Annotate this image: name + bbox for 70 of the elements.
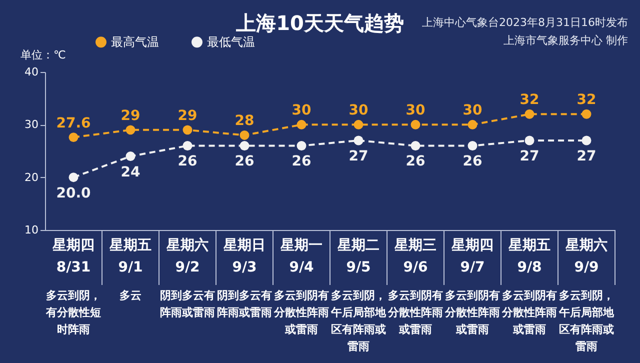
x-tick-label: 星期三 9/6 <box>394 238 436 276</box>
point <box>410 141 420 150</box>
data-label: 30 <box>348 102 368 119</box>
point <box>468 120 478 130</box>
point <box>524 136 534 146</box>
data-label: 32 <box>520 92 540 108</box>
x-tick-label: 星期二 9/5 <box>336 238 380 276</box>
point <box>126 152 136 161</box>
data-label: 28 <box>234 113 254 130</box>
text: 上海中心气象台2023年8月31日16时发布 <box>422 15 628 31</box>
data-label: 20.0 <box>56 185 92 202</box>
x-tick-label: 星期五 9/8 <box>508 238 550 276</box>
point <box>182 125 192 135</box>
point <box>582 136 592 146</box>
y-tick-label: 20 <box>24 170 38 184</box>
x-tick-label: 星期日 9/3 <box>222 238 266 276</box>
x-tick-label: 星期六 9/2 <box>166 236 208 276</box>
text: 多云到阴有分散性阵雨或雷雨 <box>387 289 443 336</box>
point <box>240 141 250 150</box>
chart-title: 上海10天天气趋势 <box>236 11 404 35</box>
point <box>354 120 364 130</box>
y-tick-label: 40 <box>24 66 38 78</box>
legend-label: 最高气温 <box>111 35 159 50</box>
point <box>240 130 250 140</box>
data-label: 24 <box>120 164 140 180</box>
text: 多云到阴，午后局部地区有阵雨或雷雨 <box>330 289 387 353</box>
point <box>68 172 78 182</box>
x-tick-label: 星期一 9/4 <box>280 238 322 276</box>
point <box>296 141 306 150</box>
text: 阴到多云有阵雨或雷雨 <box>217 289 272 319</box>
data-label: 26 <box>406 154 426 170</box>
text: 多云到阴，有分散性短时阵雨 <box>45 289 101 336</box>
y-tick-label: 10 <box>24 224 38 236</box>
data-label: 26 <box>234 154 254 170</box>
point <box>182 141 192 150</box>
data-label: 32 <box>576 92 596 108</box>
point <box>296 120 306 130</box>
point <box>582 109 592 119</box>
text: 上海市气象服务中心 制作 <box>502 33 628 49</box>
x-tick-label: 星期四 8/31 <box>52 238 94 276</box>
text: 阴到多云有阵雨或雷雨 <box>160 289 215 319</box>
data-label: 27 <box>348 148 368 164</box>
text: 多云到阴，午后局部地区有阵雨或雷雨 <box>558 289 615 353</box>
point <box>126 125 136 135</box>
x-tick-label: 星期六 9/9 <box>564 236 608 276</box>
data-label: 26 <box>292 154 312 170</box>
data-label: 27 <box>520 148 540 164</box>
text: 多云到阴有分散性阵雨或雷雨 <box>444 289 500 336</box>
y-axis-title: 单位：℃ <box>20 48 66 62</box>
data-label: 27.6 <box>56 115 91 132</box>
x-tick-label: 星期五 9/1 <box>108 238 152 276</box>
text: 多云 <box>120 289 142 302</box>
point <box>410 120 420 130</box>
legend-label: 最低气温 <box>207 35 255 50</box>
data-label: 30 <box>292 102 312 119</box>
point <box>524 109 534 119</box>
x-tick-label: 星期四 9/7 <box>450 238 494 276</box>
data-label: 27 <box>576 148 596 164</box>
data-label: 29 <box>178 108 198 124</box>
point <box>354 136 364 146</box>
data-label: 30 <box>406 102 426 119</box>
point <box>68 132 78 142</box>
text: 多云到阴有分散性阵雨或雷雨 <box>273 289 329 336</box>
y-tick-label: 30 <box>24 118 38 132</box>
data-label: 29 <box>120 108 140 124</box>
data-label: 26 <box>462 154 482 170</box>
data-label: 30 <box>462 102 482 119</box>
point <box>468 141 478 150</box>
text: 多云到阴有分散性阵雨或雷雨 <box>501 289 557 336</box>
data-label: 26 <box>178 154 198 170</box>
